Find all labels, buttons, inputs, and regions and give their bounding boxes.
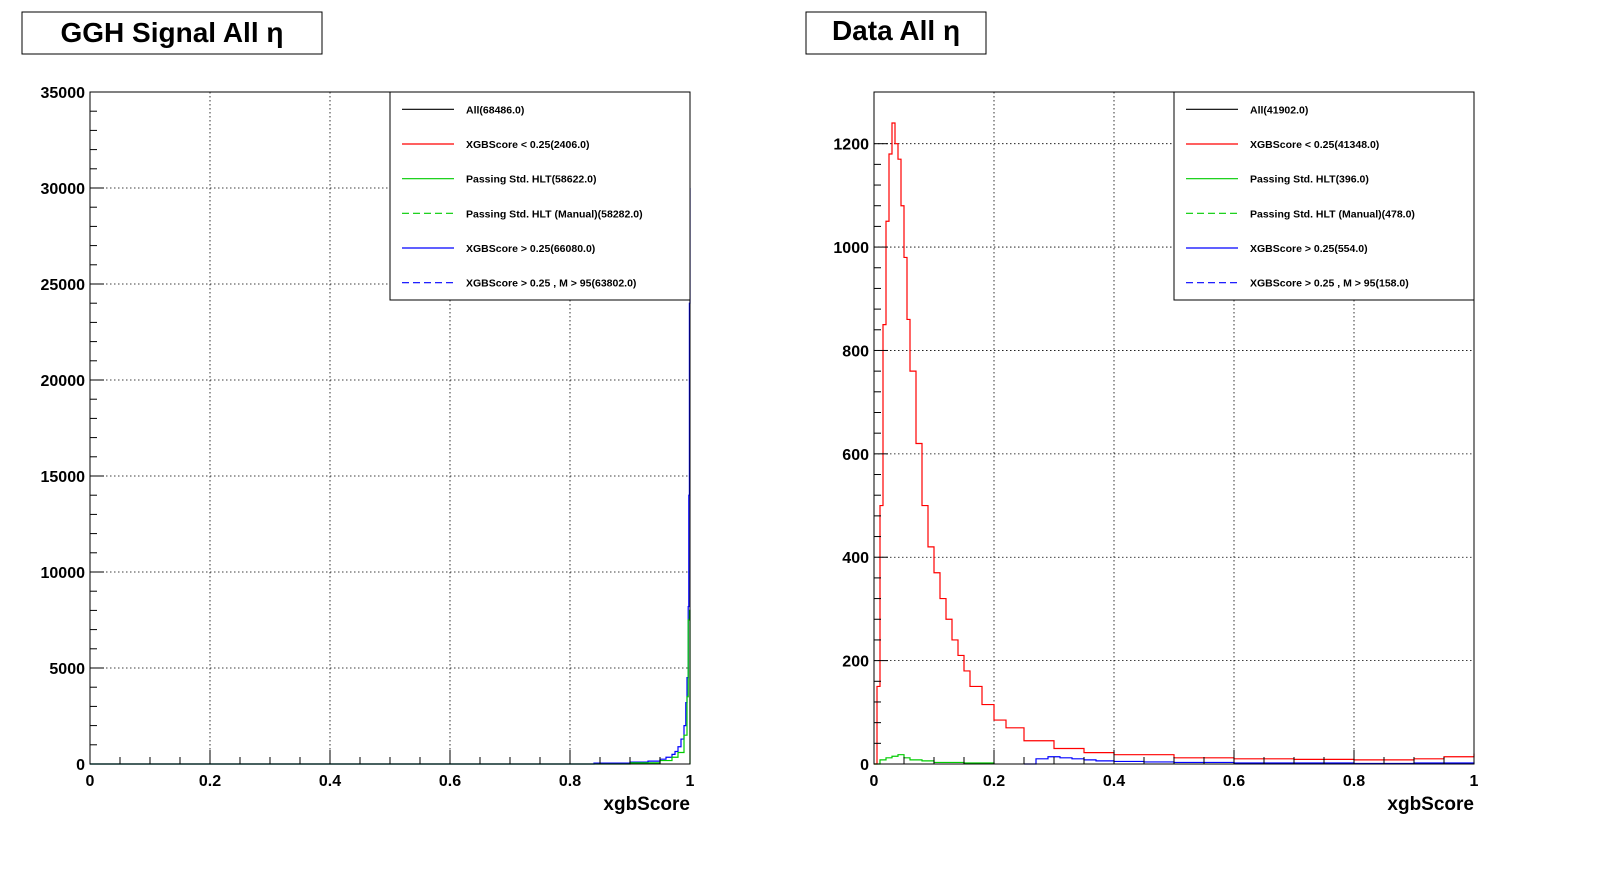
x-axis-title: xgbScore <box>1387 794 1474 815</box>
legend-label: XGBScore > 0.25(66080.0) <box>466 243 595 255</box>
legend-label: XGBScore < 0.25(41348.0) <box>1250 139 1379 151</box>
y-tick-label: 800 <box>842 343 869 360</box>
chart-title: GGH Signal All η <box>61 17 284 48</box>
y-tick-label: 5000 <box>49 661 85 678</box>
y-tick-label: 30000 <box>41 181 86 198</box>
x-tick-label: 0.8 <box>1343 773 1365 790</box>
series-1-line <box>90 609 691 765</box>
x-tick-labels: 0 0.2 0.4 0.6 0.8 1 <box>870 773 1479 790</box>
x-tick-label: 0.2 <box>983 773 1005 790</box>
x-tick-label: 0 <box>86 773 95 790</box>
ggh-signal-panel: GGH Signal All η 0 0.2 0.4 0.6 0.8 1 0 5000 100… <box>21 11 695 815</box>
x-tick-label: 0.8 <box>559 773 581 790</box>
title-box <box>805 11 987 55</box>
y-tick-label: 20000 <box>41 373 86 390</box>
y-tick-label: 15000 <box>41 469 86 486</box>
x-tick-label: 0.2 <box>199 773 221 790</box>
y-tick-label: 0 <box>860 757 869 774</box>
legend-label: All(41902.0) <box>1250 104 1308 116</box>
legend-label: XGBScore > 0.25(554.0) <box>1250 243 1368 255</box>
y-tick-label: 10000 <box>41 565 86 582</box>
x-tick-label: 1 <box>1470 773 1479 790</box>
y-tick-label: 1000 <box>833 240 869 257</box>
legend-box <box>389 91 691 301</box>
y-tick-label: 400 <box>842 550 869 567</box>
x-tick-labels: 0 0.2 0.4 0.6 0.8 1 <box>86 773 695 790</box>
y-tick-label: 35000 <box>41 85 86 102</box>
y-tick-labels: 0 200 400 600 800 1000 1200 <box>833 137 869 774</box>
legend-label: XGBScore < 0.25(2406.0) <box>466 139 589 151</box>
chart-title: Data All η <box>832 15 960 46</box>
data-panel: Data All η 0 0.2 0.4 0.6 0.8 1 0 200 400 600 800 1… <box>805 11 1479 815</box>
legend-label: XGBScore > 0.25 , M > 95(158.0) <box>1250 278 1409 290</box>
legend-label: Passing Std. HLT(58622.0) <box>466 174 597 186</box>
legend-label: All(68486.0) <box>466 104 524 116</box>
x-tick-label: 0.4 <box>1103 773 1125 790</box>
series-0-line <box>90 188 691 765</box>
x-tick-label: 0.6 <box>1223 773 1245 790</box>
axis-ticks <box>89 91 691 765</box>
x-tick-label: 0 <box>870 773 879 790</box>
y-tick-label: 0 <box>76 757 85 774</box>
y-tick-label: 1200 <box>833 137 869 154</box>
y-tick-label: 25000 <box>41 277 86 294</box>
legend-label: Passing Std. HLT(396.0) <box>1250 174 1369 186</box>
legend: All(68486.0) XGBScore < 0.25(2406.0) Passi… <box>389 91 691 301</box>
legend-label: XGBScore > 0.25 , M > 95(63802.0) <box>466 278 636 290</box>
legend-box <box>1173 91 1475 301</box>
y-tick-label: 200 <box>842 654 869 671</box>
legend-label: Passing Std. HLT (Manual)(58282.0) <box>466 208 643 220</box>
x-axis-title: xgbScore <box>603 794 690 815</box>
x-tick-label: 0.4 <box>319 773 341 790</box>
y-tick-label: 600 <box>842 447 869 464</box>
axis-ticks <box>873 143 1475 765</box>
title-box <box>21 11 323 55</box>
y-tick-labels: 0 5000 10000 15000 20000 25000 30000 35000 <box>41 85 86 774</box>
legend-label: Passing Std. HLT (Manual)(478.0) <box>1250 208 1415 220</box>
x-tick-label: 0.6 <box>439 773 461 790</box>
x-tick-label: 1 <box>686 773 695 790</box>
legend: All(41902.0) XGBScore < 0.25(41348.0) Pass… <box>1173 91 1475 301</box>
